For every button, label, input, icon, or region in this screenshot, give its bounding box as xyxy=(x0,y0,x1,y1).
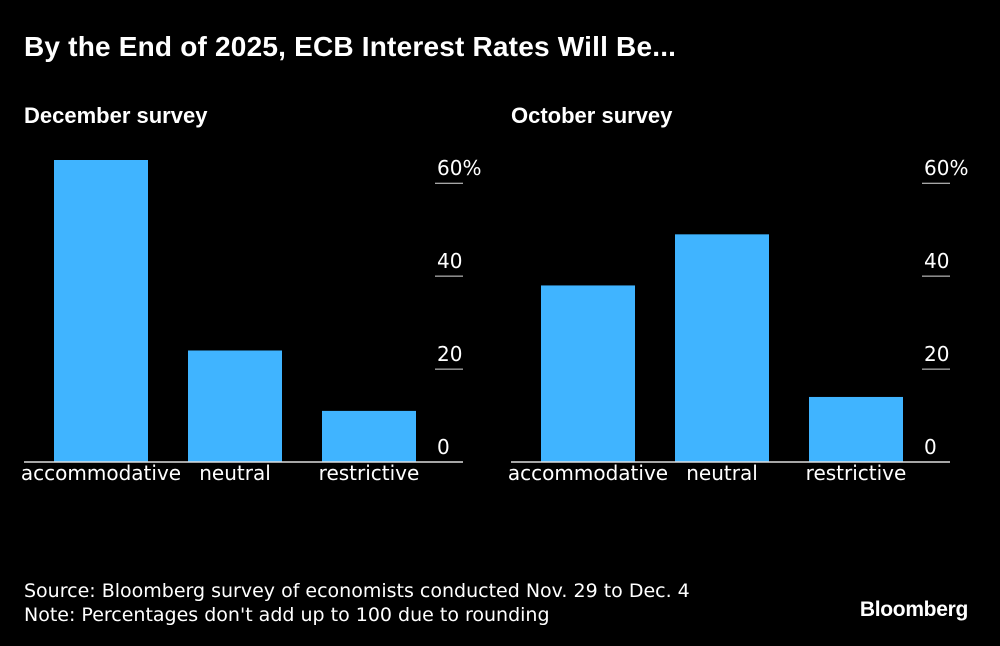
source-text: Source: Bloomberg survey of economists c… xyxy=(24,580,690,602)
y-tick-label-october-20: 20 xyxy=(924,342,949,366)
panel-title-october: October survey xyxy=(511,103,673,128)
note-text: Note: Percentages don't add up to 100 du… xyxy=(24,604,550,626)
panel-title-december: December survey xyxy=(24,103,208,128)
y-tick-label-october-60: 60% xyxy=(924,156,968,180)
chart-title: By the End of 2025, ECB Interest Rates W… xyxy=(24,31,677,62)
bloomberg-logo: Bloomberg xyxy=(859,598,968,621)
category-label-december-restrictive: restrictive xyxy=(319,461,420,485)
bar-october-accommodative xyxy=(541,285,635,462)
y-tick-label-october-40: 40 xyxy=(924,249,949,273)
category-label-december-accommodative: accommodative xyxy=(21,461,181,485)
category-label-october-accommodative: accommodative xyxy=(508,461,668,485)
y-tick-label-december-40: 40 xyxy=(437,249,462,273)
y-tick-label-october-0: 0 xyxy=(924,435,937,459)
bar-october-neutral xyxy=(675,234,769,462)
bar-october-restrictive xyxy=(809,396,903,462)
category-label-october-neutral: neutral xyxy=(686,461,758,485)
bar-december-restrictive xyxy=(322,410,416,462)
y-tick-label-december-0: 0 xyxy=(437,435,450,459)
bar-december-neutral xyxy=(188,350,282,462)
y-tick-label-december-60: 60% xyxy=(437,156,481,180)
category-label-december-neutral: neutral xyxy=(199,461,271,485)
category-label-october-restrictive: restrictive xyxy=(806,461,907,485)
y-tick-label-december-20: 20 xyxy=(437,342,462,366)
bar-december-accommodative xyxy=(54,160,148,462)
